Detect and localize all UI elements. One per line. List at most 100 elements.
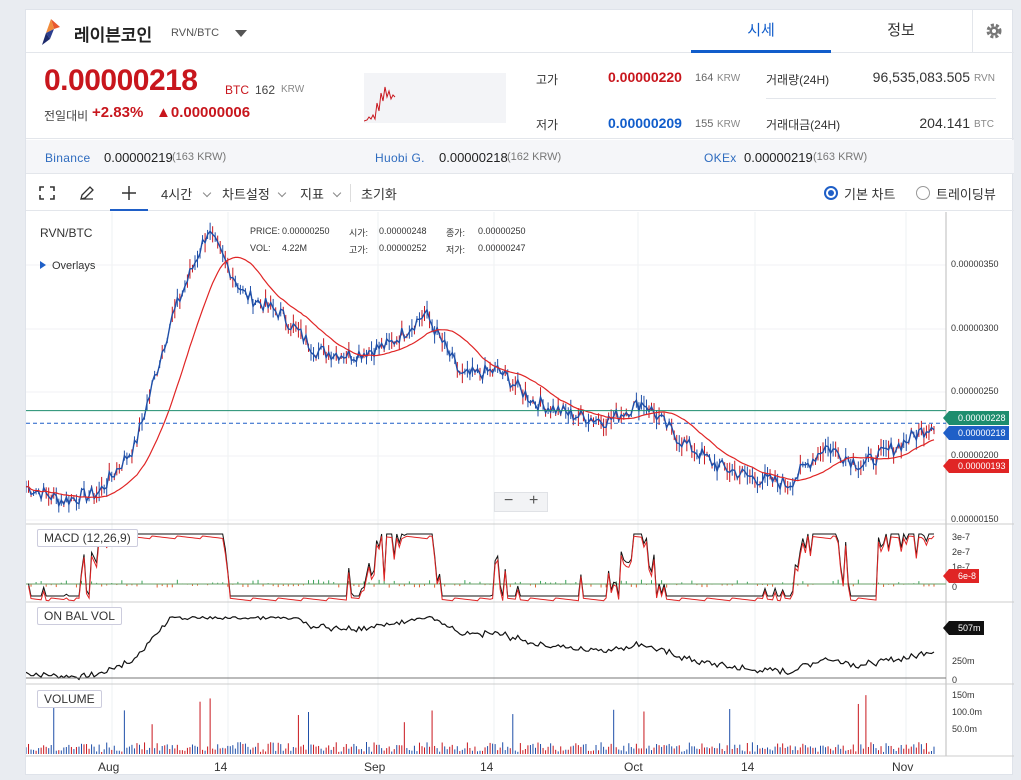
moving-average-line: [26, 256, 935, 499]
low-krw: 155: [695, 118, 714, 130]
zoom-in-button[interactable]: +: [529, 492, 539, 509]
info-vol: 4.22M: [282, 243, 308, 253]
high-value: 0.00000220: [608, 69, 682, 85]
crosshair-icon: [122, 186, 136, 200]
indicators-label: 지표: [300, 187, 324, 202]
crosshair-button[interactable]: [110, 175, 148, 211]
exchange-krw: (163 KRW): [813, 151, 868, 163]
price-axis-label: 0.00000200: [951, 450, 999, 460]
change-label: 전일대비: [44, 109, 89, 123]
info-low: 0.00000247: [478, 243, 526, 253]
exchange-name[interactable]: Huobi G.: [375, 151, 425, 165]
macd-axis-label: 1e-7: [952, 562, 971, 572]
macd-line: [28, 532, 934, 597]
coin-name: 레이븐코인: [74, 26, 153, 45]
chevron-down-icon[interactable]: [235, 30, 247, 37]
macd-axis-label: 0: [952, 582, 958, 592]
settings-button[interactable]: [972, 10, 1014, 53]
draw-button[interactable]: [72, 175, 102, 211]
radio-tradingview[interactable]: 트레이딩뷰: [916, 175, 1006, 211]
chart-pair-label: RVN/BTC: [40, 226, 93, 240]
volume-label[interactable]: VOLUME: [37, 690, 102, 708]
x-tick: Nov: [892, 760, 914, 774]
exchange-name[interactable]: OKEx: [704, 151, 737, 165]
tab-price[interactable]: 시세: [691, 10, 831, 53]
price-axis-label: 0.00000250: [951, 386, 999, 396]
change-percent: +2.83%: [92, 104, 144, 121]
x-tick: Aug: [98, 760, 120, 774]
price-chart[interactable]: RVN/BTC Overlays PRICE: 0.00000250 VOL: …: [26, 212, 1014, 776]
app-window: 레이븐코인 RVN/BTC 시세 정보 0.00000218 BTC 162 K…: [25, 9, 1014, 776]
high-label: 고가: [536, 73, 559, 87]
raven-logo-icon: [42, 19, 60, 45]
exchange-krw: (163 KRW): [172, 151, 227, 163]
obv-tag: 507m: [943, 621, 984, 635]
reset-button[interactable]: 초기화: [361, 175, 405, 211]
high-krw: 164: [695, 72, 714, 84]
chevron-down-icon: [202, 188, 212, 198]
x-tick: Sep: [364, 760, 386, 774]
volume-axis-label: 50.0m: [952, 724, 978, 734]
volume-unit: RVN: [974, 73, 995, 84]
chart-settings-label: 차트설정: [222, 187, 270, 202]
macd-signal-line: [28, 535, 935, 602]
x-tick: Oct: [624, 760, 643, 774]
coin-pair[interactable]: RVN/BTC: [171, 27, 220, 39]
zoom-out-button[interactable]: −: [504, 492, 514, 509]
radio-basic-label: 기본 차트: [844, 187, 896, 202]
obv-axis-label: 0: [952, 675, 958, 685]
obv-label[interactable]: ON BAL VOL: [37, 607, 122, 625]
fullscreen-button[interactable]: [32, 175, 62, 211]
volume-axis-label: 100.0m: [952, 707, 983, 717]
low-value: 0.00000209: [608, 115, 682, 131]
macd-label[interactable]: MACD (12,26,9): [37, 529, 138, 547]
chevron-down-icon: [277, 188, 287, 198]
exchange-price: 0.00000219: [744, 150, 813, 165]
radio-selected-icon: [824, 186, 838, 200]
macd-axis-label: 2e-7: [952, 547, 971, 557]
info-low-label: 저가:: [446, 245, 466, 255]
radio-basic-chart[interactable]: 기본 차트: [824, 175, 904, 211]
overlays-toggle[interactable]: Overlays: [40, 260, 95, 272]
radio-tradingview-label: 트레이딩뷰: [936, 187, 996, 202]
low-krw-unit: KRW: [717, 119, 741, 130]
stats-divider: [766, 98, 996, 99]
chevron-down-icon: [332, 188, 342, 198]
reset-label: 초기화: [361, 187, 397, 202]
amount-value: 204.141: [919, 115, 970, 131]
amount-unit: BTC: [974, 119, 994, 130]
info-high: 0.00000252: [379, 243, 427, 253]
x-tick: 14: [741, 760, 755, 774]
current-price-krw: 162: [255, 83, 276, 97]
interval-dropdown[interactable]: 4시간: [161, 175, 213, 211]
obv-line: [26, 615, 935, 681]
info-price-label: PRICE:: [250, 226, 281, 236]
info-open-label: 시가:: [349, 228, 369, 238]
volume-axis-label: 150m: [952, 690, 975, 700]
zoom-controls: − +: [494, 492, 548, 512]
price-tag-green: 0.00000228: [943, 411, 1009, 425]
sparkline-chart: [363, 73, 506, 123]
fullscreen-icon: [39, 186, 55, 200]
exchange-krw: (162 KRW): [507, 151, 562, 163]
current-price-unit: BTC: [225, 83, 249, 97]
high-krw-unit: KRW: [717, 73, 741, 84]
indicators-dropdown[interactable]: 지표: [300, 175, 342, 211]
exchange-name[interactable]: Binance: [45, 151, 91, 165]
price-axis-label: 0.00000300: [951, 323, 999, 333]
current-price-krw-unit: KRW: [281, 84, 305, 95]
info-vol-label: VOL:: [250, 243, 271, 253]
current-price: 0.00000218: [44, 64, 198, 97]
gear-icon: [986, 23, 1002, 39]
tab-info[interactable]: 정보: [887, 22, 915, 39]
price-summary: 0.00000218 BTC 162 KRW 전일대비 +2.83% ▲0.00…: [26, 54, 1014, 139]
price-axis-label: 0.00000350: [951, 259, 999, 269]
price-tag-ma: 0.00000193: [943, 459, 1009, 473]
pencil-icon: [80, 186, 94, 200]
price-axis-label: 0.00000150: [951, 514, 999, 524]
exchange-price: 0.00000219: [104, 150, 173, 165]
chart-canvas[interactable]: [26, 212, 1014, 776]
x-tick: 14: [480, 760, 494, 774]
chart-settings-dropdown[interactable]: 차트설정: [222, 175, 288, 211]
price-tag-current: 0.00000218: [943, 426, 1009, 440]
